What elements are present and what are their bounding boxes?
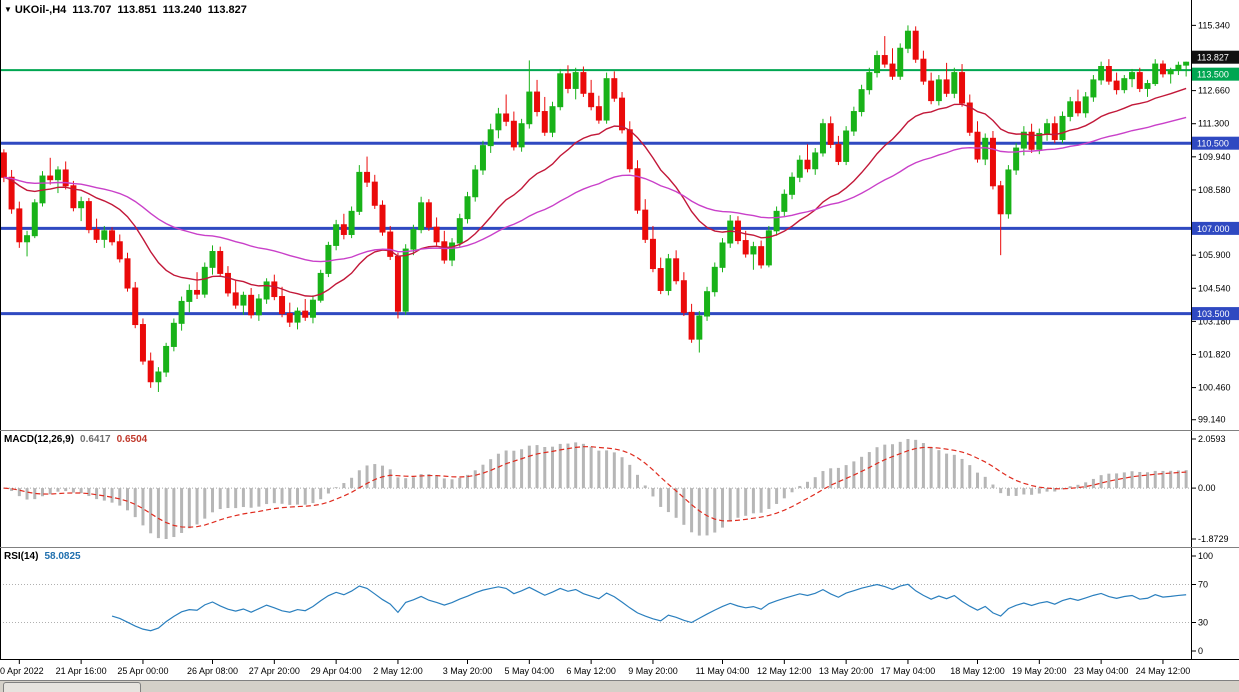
svg-text:24 May 12:00: 24 May 12:00 (1136, 666, 1191, 676)
svg-text:105.900: 105.900 (1198, 250, 1231, 260)
open-value: 113.707 (72, 4, 112, 16)
svg-text:113.500: 113.500 (1197, 70, 1229, 80)
svg-text:111.300: 111.300 (1198, 119, 1229, 129)
chart-title-bar: ▼ UKOil-,H4 113.707 113.851 113.240 113.827 (4, 4, 253, 16)
rsi-line (111, 583, 1187, 632)
svg-text:17 May 04:00: 17 May 04:00 (881, 666, 936, 676)
svg-text:12 May 12:00: 12 May 12:00 (757, 666, 812, 676)
ma-fast-line (3, 87, 1187, 297)
svg-text:107.000: 107.000 (1197, 224, 1230, 234)
macd-main-value: 0.6417 (80, 434, 111, 445)
chart-tab[interactable] (3, 682, 141, 692)
svg-text:13 May 20:00: 13 May 20:00 (819, 666, 874, 676)
macd-panel[interactable] (0, 439, 1191, 539)
rsi-panel[interactable] (0, 583, 1191, 632)
ma-slow-line (3, 116, 1187, 263)
svg-text:2.0593: 2.0593 (1198, 434, 1226, 444)
svg-text:0.00: 0.00 (1198, 483, 1216, 493)
svg-text:113.827: 113.827 (1197, 53, 1229, 63)
svg-text:100.460: 100.460 (1198, 383, 1231, 393)
svg-text:110.500: 110.500 (1197, 139, 1229, 149)
rsi-indicator-label: RSI(14) 58.0825 (4, 551, 81, 562)
time-axis[interactable]: 20 Apr 2022 21 Apr 16:00 25 Apr 00:00 26 Ap… (0, 660, 1190, 676)
svg-text:25 Apr 00:00: 25 Apr 00:00 (117, 666, 168, 676)
price-chart-panel[interactable] (0, 25, 1191, 392)
macd-signal-value: 0.6504 (116, 434, 148, 445)
svg-text:23 May 04:00: 23 May 04:00 (1074, 666, 1129, 676)
chart-tab-bar (0, 680, 1239, 692)
macd-signal-line (3, 446, 1187, 528)
svg-text:3 May 20:00: 3 May 20:00 (443, 666, 493, 676)
svg-text:112.660: 112.660 (1198, 86, 1230, 96)
svg-text:9 May 20:00: 9 May 20:00 (628, 666, 678, 676)
low-value: 113.240 (162, 4, 202, 16)
blue-line-tag-110500: 110.500 (1192, 136, 1239, 150)
symbol-timeframe-label: UKOil-,H4 (14, 4, 67, 16)
svg-text:103.180: 103.180 (1198, 316, 1231, 326)
svg-text:20 Apr 2022: 20 Apr 2022 (0, 666, 44, 676)
svg-text:5 May 04:00: 5 May 04:00 (505, 666, 555, 676)
svg-text:21 Apr 16:00: 21 Apr 16:00 (56, 666, 107, 676)
svg-text:18 May 12:00: 18 May 12:00 (950, 666, 1005, 676)
svg-text:-1.8729: -1.8729 (1198, 534, 1229, 544)
svg-text:100: 100 (1198, 551, 1213, 561)
svg-text:70: 70 (1198, 580, 1208, 590)
svg-text:99.140: 99.140 (1198, 415, 1226, 425)
rsi-value: 58.0825 (44, 551, 81, 562)
macd-indicator-label: MACD(12,26,9) 0.6417 0.6504 (4, 434, 147, 445)
blue-line-tag-107000: 107.000 (1192, 221, 1239, 235)
svg-text:104.540: 104.540 (1198, 283, 1231, 293)
svg-text:19 May 20:00: 19 May 20:00 (1012, 666, 1067, 676)
svg-text:29 Apr 04:00: 29 Apr 04:00 (311, 666, 362, 676)
price-axis[interactable]: 115.340 112.660 111.300 109.940 108.580 105.9… (1192, 20, 1239, 656)
svg-text:115.340: 115.340 (1198, 20, 1230, 30)
rsi-name: RSI(14) (4, 551, 39, 562)
svg-text:6 May 12:00: 6 May 12:00 (566, 666, 616, 676)
svg-text:108.580: 108.580 (1198, 185, 1231, 195)
chart-menu-icon[interactable]: ▼ (4, 5, 12, 14)
svg-text:30: 30 (1198, 618, 1208, 628)
macd-name: MACD(12,26,9) (4, 434, 75, 445)
blue-line-tag-103500: 103.500 (1192, 307, 1239, 321)
macd-histogram (10, 439, 1188, 539)
svg-text:27 Apr 20:00: 27 Apr 20:00 (249, 666, 300, 676)
green-line-tag: 113.500 (1192, 67, 1239, 81)
high-value: 113.851 (117, 4, 157, 16)
svg-text:103.500: 103.500 (1197, 309, 1230, 319)
candlestick-series (0, 25, 1190, 392)
svg-text:0: 0 (1198, 646, 1203, 656)
svg-text:2 May 12:00: 2 May 12:00 (373, 666, 423, 676)
svg-text:11 May 04:00: 11 May 04:00 (696, 666, 750, 676)
panel-borders (0, 0, 1239, 660)
svg-text:101.820: 101.820 (1198, 349, 1231, 359)
svg-text:26 Apr 08:00: 26 Apr 08:00 (187, 666, 238, 676)
svg-text:109.940: 109.940 (1198, 152, 1231, 162)
close-value: 113.827 (207, 4, 247, 16)
last-price-tag: 113.827 (1192, 50, 1239, 64)
